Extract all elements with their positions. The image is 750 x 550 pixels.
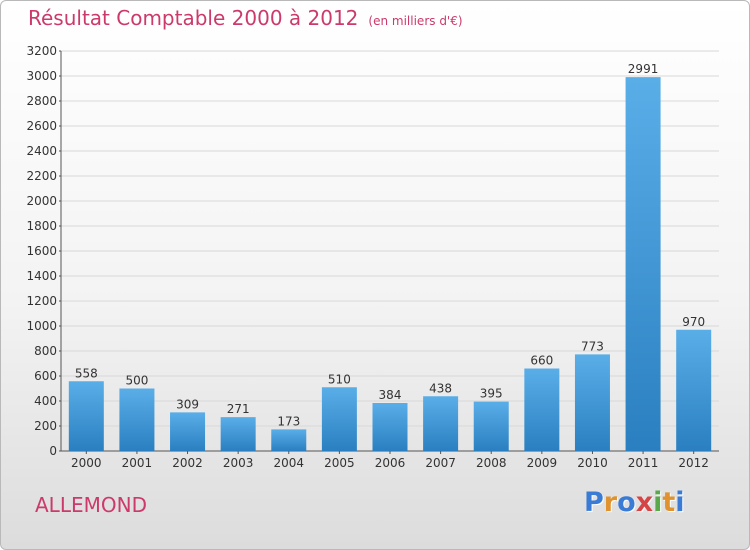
bar-2000 <box>68 381 104 451</box>
grid <box>61 50 719 427</box>
y-tick-label: 2400 <box>26 144 57 158</box>
bar-2009 <box>524 368 560 451</box>
y-tick-label: 2200 <box>26 169 57 183</box>
x-tick-label: 2002 <box>172 456 203 470</box>
value-label: 660 <box>530 354 553 368</box>
bar-2012 <box>676 329 712 451</box>
y-tick-label: 800 <box>34 344 57 358</box>
value-label: 510 <box>328 372 351 386</box>
chart-unit: (en milliers d'€) <box>368 14 463 28</box>
logo-letter: x <box>635 487 654 518</box>
y-tick-label: 3200 <box>26 44 57 58</box>
logo-letter: r <box>603 487 618 518</box>
logo-letter: o <box>617 487 636 518</box>
x-tick-label: 2001 <box>122 456 153 470</box>
bar-2005 <box>321 387 357 451</box>
bar-2010 <box>574 354 610 451</box>
y-tick-label: 2000 <box>26 194 57 208</box>
logo-letter: i <box>675 487 685 518</box>
value-label: 395 <box>480 387 503 401</box>
x-tick-label: 2007 <box>425 456 456 470</box>
value-label: 2991 <box>628 62 659 76</box>
bar-2007 <box>423 396 459 451</box>
x-tick-label: 2006 <box>375 456 406 470</box>
logo-letter: t <box>662 487 676 518</box>
bar-2002 <box>170 412 206 451</box>
bar-2011 <box>625 77 661 451</box>
y-tick-label: 600 <box>34 369 57 383</box>
x-tick-label: 2009 <box>527 456 558 470</box>
value-label: 309 <box>176 397 199 411</box>
y-tick-label: 2800 <box>26 94 57 108</box>
chart-title-block: Résultat Comptable 2000 à 2012 (en millie… <box>28 6 463 30</box>
y-tick-label: 2600 <box>26 119 57 133</box>
value-label: 773 <box>581 339 604 353</box>
x-tick-label: 2008 <box>476 456 507 470</box>
bar-2004 <box>271 429 307 451</box>
value-label: 438 <box>429 381 452 395</box>
y-tick-label: 0 <box>49 444 57 458</box>
y-tick-label: 400 <box>34 394 57 408</box>
value-labels: 558 500 309 271 173 510 384 438 395 660 773 2991 970 <box>75 62 705 428</box>
y-tick-label: 1800 <box>26 219 57 233</box>
bar-2003 <box>220 417 256 451</box>
x-tick-label: 2005 <box>324 456 355 470</box>
value-label: 500 <box>125 374 148 388</box>
bar-2006 <box>372 403 408 451</box>
y-tick-label: 1600 <box>26 244 57 258</box>
x-tick-label: 2011 <box>628 456 659 470</box>
y-tick-label: 1400 <box>26 269 57 283</box>
axes: 0 200 400 600 800 1000 1200 1400 1600 1800 2000 220… <box>26 44 719 470</box>
bar-2008 <box>473 401 509 451</box>
y-tick-label: 200 <box>34 419 57 433</box>
x-tick-label: 2012 <box>678 456 709 470</box>
x-tick-label: 2010 <box>577 456 608 470</box>
x-tick-label: 2003 <box>223 456 254 470</box>
value-label: 384 <box>379 388 402 402</box>
x-tick-label: 2000 <box>71 456 102 470</box>
bar-2001 <box>119 388 155 451</box>
logo-letter: P <box>584 487 604 518</box>
value-label: 173 <box>277 414 300 428</box>
y-tick-label: 1200 <box>26 294 57 308</box>
y-tick-label: 1000 <box>26 319 57 333</box>
logo-letter: i <box>653 487 663 518</box>
y-tick-label: 3000 <box>26 69 57 83</box>
proxiti-logo: Proxiti <box>584 487 685 518</box>
bars <box>68 77 712 451</box>
value-label: 970 <box>682 315 705 329</box>
value-label: 271 <box>227 402 250 416</box>
chart-title: Résultat Comptable 2000 à 2012 <box>28 6 359 30</box>
x-tick-label: 2004 <box>273 456 304 470</box>
commune-name: ALLEMOND <box>35 493 147 517</box>
value-label: 558 <box>75 366 98 380</box>
